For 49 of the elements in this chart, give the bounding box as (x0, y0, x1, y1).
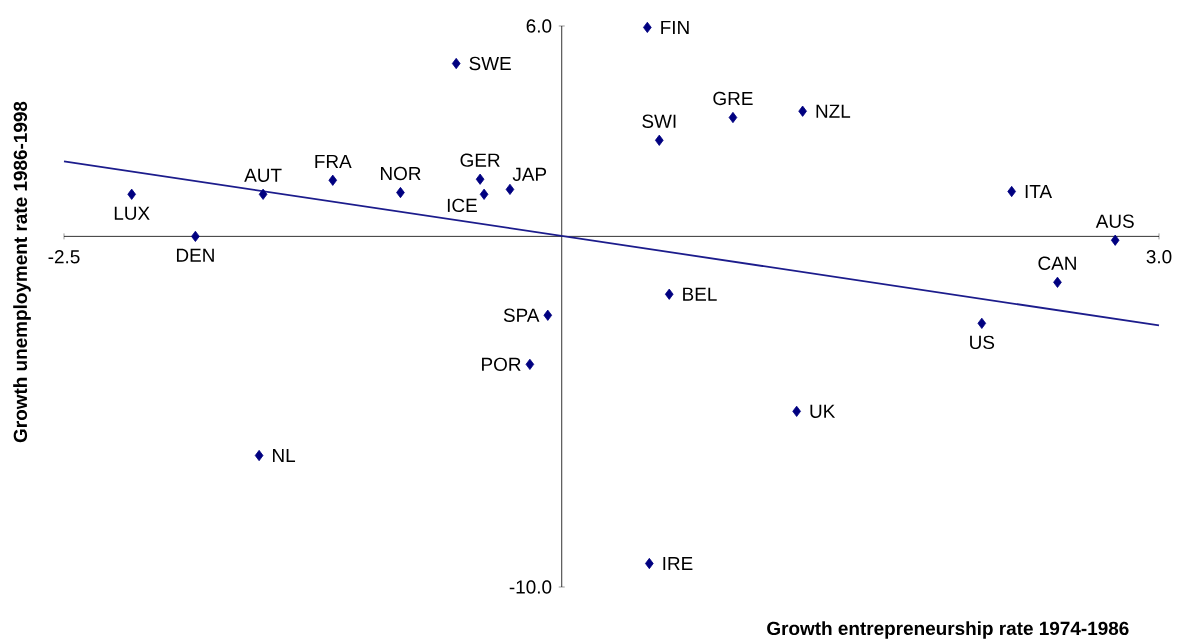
annotation: GER (460, 153, 500, 167)
point (728, 111, 738, 124)
annotation: LUX (114, 206, 150, 220)
point (977, 317, 987, 329)
annotation: CAN (1038, 256, 1076, 270)
point (655, 134, 664, 146)
x-axis-title: Growth entrepreneurship rate 1974-1986 (767, 621, 1129, 639)
point (792, 405, 801, 417)
point (258, 188, 268, 200)
point (1110, 234, 1120, 246)
y-axis-title: Growth unemployment rate 1986-1998 (13, 101, 31, 443)
point (664, 288, 674, 300)
y-tick-label: 6.0 (526, 19, 552, 33)
annotation: AUT (244, 168, 282, 182)
point (475, 173, 485, 185)
annotation: DEN (176, 248, 214, 262)
annotation: NOR (380, 166, 421, 181)
point (451, 57, 461, 70)
annotation: NL (273, 448, 296, 463)
annotation: SWE (469, 56, 511, 71)
x-tick-label: -2.5 (48, 250, 80, 264)
annotation: FIN (661, 20, 689, 34)
point (525, 358, 535, 370)
x-tick-label: 3.0 (1146, 250, 1172, 264)
point (505, 183, 515, 195)
annotation: IRE (663, 556, 693, 571)
annotation: US (970, 335, 995, 350)
annotation: SWI (642, 114, 676, 128)
point (479, 188, 489, 200)
annotation: POR (482, 357, 521, 372)
point (798, 105, 807, 117)
point (643, 21, 652, 33)
annotation: AUS (1095, 214, 1134, 228)
annotation: SPA (503, 308, 540, 322)
annotation: FRA (315, 154, 352, 168)
annotation: UK (810, 404, 836, 418)
point (328, 174, 338, 186)
point (543, 309, 553, 321)
point (1053, 276, 1062, 288)
point (254, 449, 264, 462)
annotation: JAP (512, 167, 547, 182)
annotation: NZL (816, 104, 851, 118)
annotation: GRE (713, 91, 753, 106)
annotation: ITA (1025, 184, 1053, 198)
point (127, 188, 136, 200)
annotation: BEL (683, 287, 717, 301)
y-tick-label: -10.0 (509, 580, 552, 594)
point (191, 230, 200, 242)
annotation: ICE (447, 198, 477, 213)
